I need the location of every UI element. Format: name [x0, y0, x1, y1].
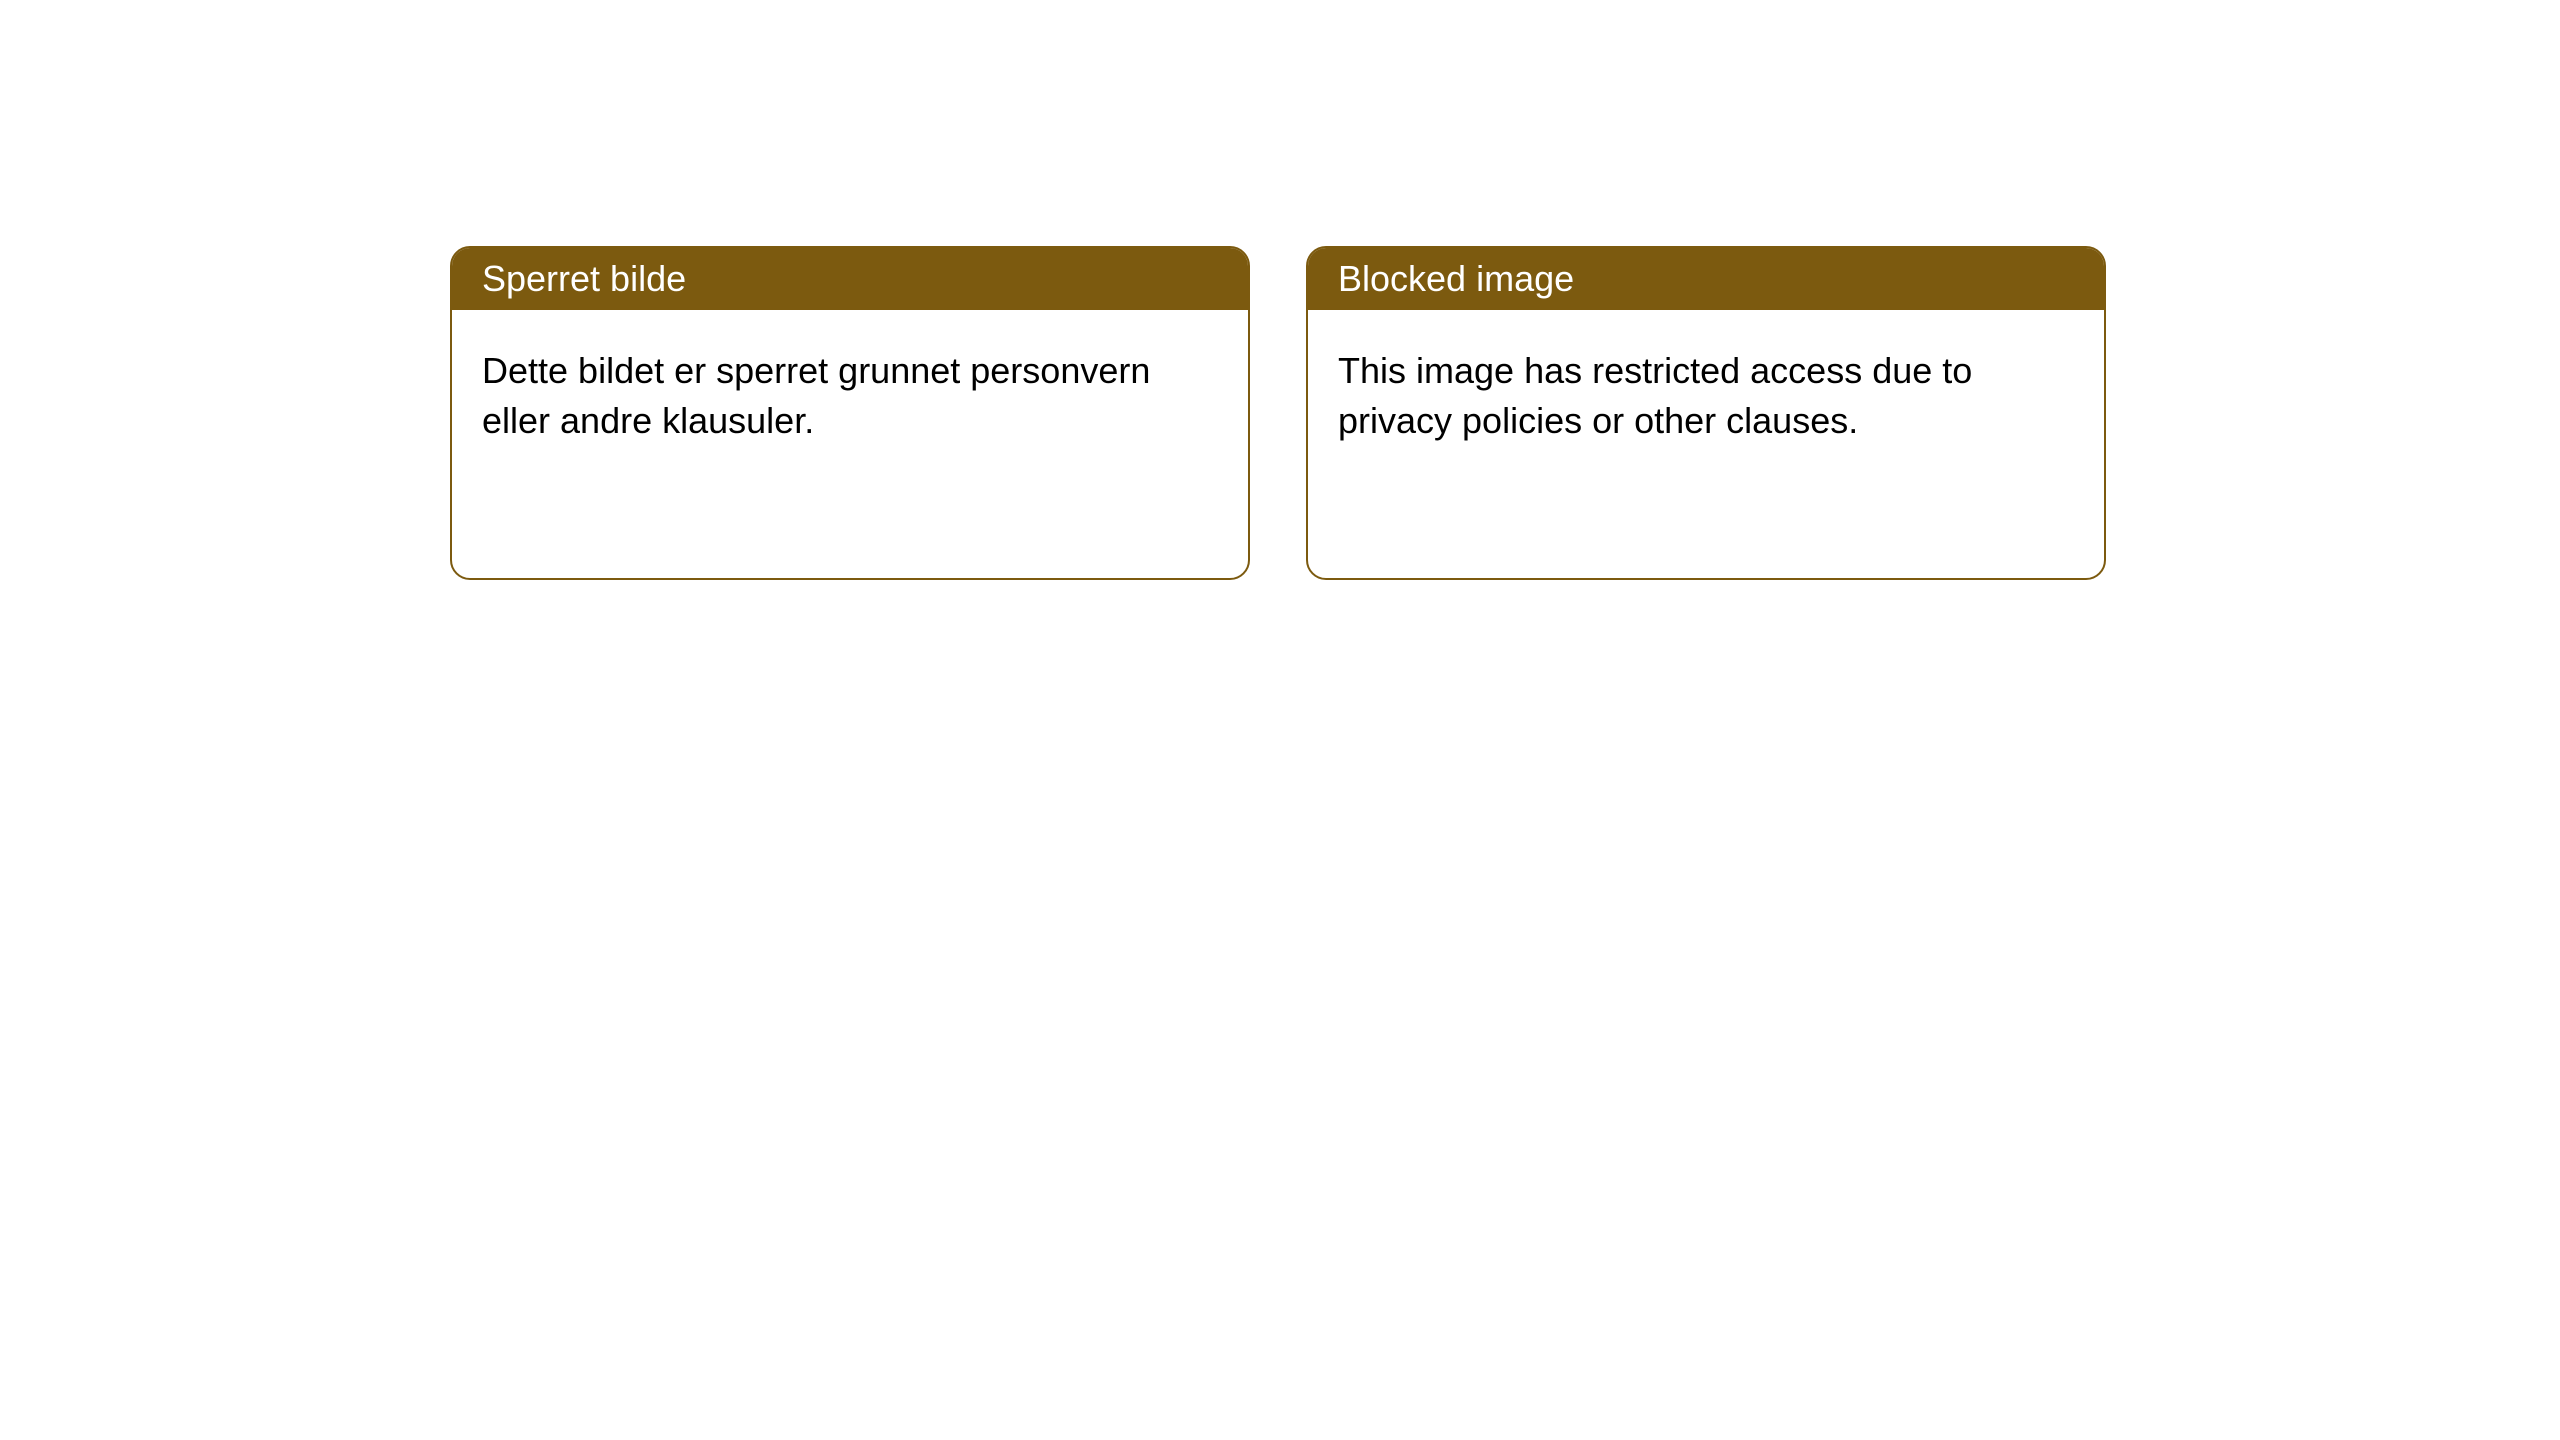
card-title: Sperret bilde: [482, 258, 686, 299]
notice-card-english: Blocked image This image has restricted …: [1306, 246, 2106, 580]
card-body-text: This image has restricted access due to …: [1338, 350, 1972, 441]
card-header: Sperret bilde: [452, 248, 1248, 310]
card-title: Blocked image: [1338, 258, 1574, 299]
card-header: Blocked image: [1308, 248, 2104, 310]
card-body: This image has restricted access due to …: [1308, 310, 2104, 483]
notice-cards-container: Sperret bilde Dette bildet er sperret gr…: [450, 246, 2106, 580]
card-body: Dette bildet er sperret grunnet personve…: [452, 310, 1248, 483]
notice-card-norwegian: Sperret bilde Dette bildet er sperret gr…: [450, 246, 1250, 580]
card-body-text: Dette bildet er sperret grunnet personve…: [482, 350, 1150, 441]
